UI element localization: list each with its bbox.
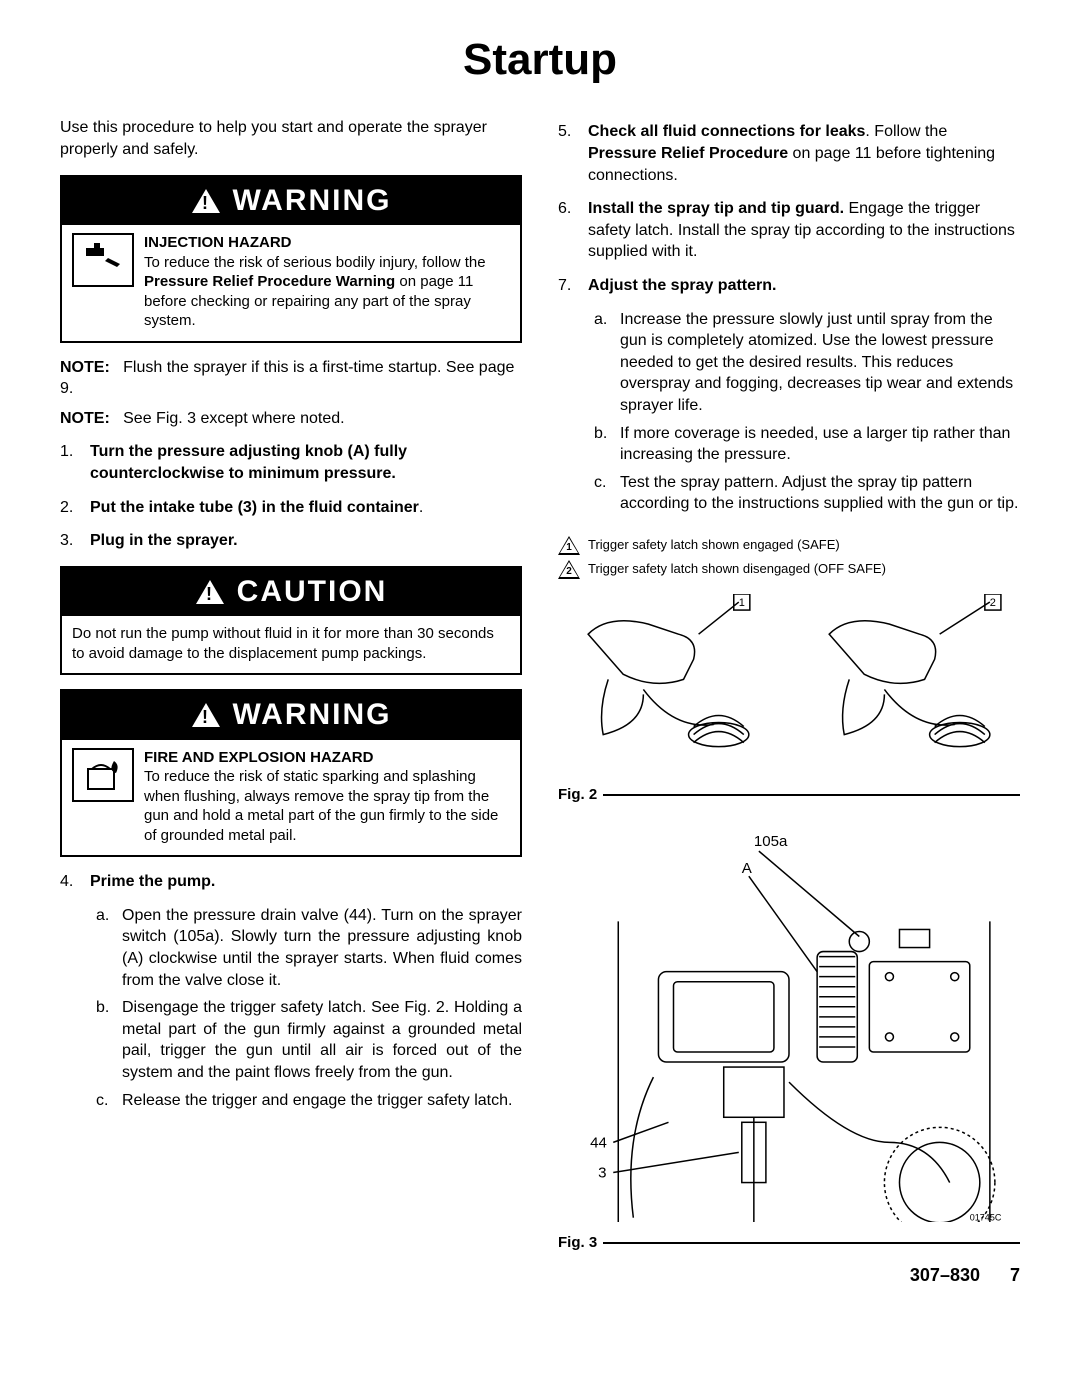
warning-label-2: WARNING: [233, 695, 392, 736]
warning-header-2: ! WARNING: [62, 691, 520, 740]
svg-text:!: !: [206, 584, 214, 604]
note-flush: NOTE: Flush the sprayer if this is a fir…: [60, 357, 522, 400]
caution-label: CAUTION: [237, 572, 388, 613]
figure-2-svg: 1 2: [558, 594, 1020, 775]
step-7a: a.Increase the pressure slowly just unti…: [594, 309, 1020, 417]
figure-3: 105a A 44 3 01745C Fig. 3: [558, 820, 1020, 1254]
step-7: 7. Adjust the spray pattern.: [558, 275, 1020, 297]
caution-box: ! CAUTION Do not run the pump without fl…: [60, 566, 522, 676]
step-4a: a.Open the pressure drain valve (44). Tu…: [96, 905, 522, 991]
step-3: 3. Plug in the sprayer.: [60, 530, 522, 552]
page-title: Startup: [60, 30, 1020, 89]
doc-number: 307–830: [910, 1263, 980, 1287]
fig3-code: 01745C: [970, 1212, 1002, 1222]
warning-injection-box: ! WARNING INJECTION HAZARD To reduce the…: [60, 175, 522, 343]
right-column: 5. Check all fluid connections for leaks…: [558, 109, 1020, 1287]
page-footer: 307–830 7: [558, 1263, 1020, 1287]
triangle-2-icon: 2: [558, 559, 580, 579]
figure-3-svg: 105a A 44 3 01745C: [558, 821, 1020, 1223]
step-6: 6. Install the spray tip and tip guard. …: [558, 198, 1020, 263]
injection-hazard-text: INJECTION HAZARD To reduce the risk of s…: [144, 233, 510, 331]
alert-triangle-icon: !: [195, 579, 225, 605]
step-4: 4. Prime the pump.: [60, 871, 522, 893]
injection-hazard-icon: [72, 233, 134, 287]
step-5: 5. Check all fluid connections for leaks…: [558, 121, 1020, 186]
two-column-layout: Use this procedure to help you start and…: [60, 109, 1020, 1287]
callout-105a: 105a: [754, 833, 788, 850]
step-4b: b.Disengage the trigger safety latch. Se…: [96, 997, 522, 1083]
page-number: 7: [1010, 1263, 1020, 1287]
intro-text: Use this procedure to help you start and…: [60, 117, 522, 160]
callout-2: 2: [990, 597, 996, 609]
step-2: 2. Put the intake tube (3) in the fluid …: [60, 497, 522, 519]
figure-2: 1 2 Fig. 2: [558, 593, 1020, 806]
alert-triangle-icon: !: [191, 188, 221, 214]
caution-text: Do not run the pump without fluid in it …: [62, 616, 520, 673]
step-1: 1. Turn the pressure adjusting knob (A) …: [60, 441, 522, 484]
legend-note-1: 1 Trigger safety latch shown engaged (SA…: [558, 535, 1020, 555]
fire-hazard-icon: [72, 748, 134, 802]
left-column: Use this procedure to help you start and…: [60, 109, 522, 1287]
callout-3: 3: [598, 1164, 606, 1181]
step-4c: c.Release the trigger and engage the tri…: [96, 1090, 522, 1112]
alert-triangle-icon: !: [191, 702, 221, 728]
callout-1: 1: [739, 597, 745, 609]
svg-text:!: !: [202, 193, 210, 213]
step-7c: c.Test the spray pattern. Adjust the spr…: [594, 472, 1020, 515]
fig2-label: Fig. 2: [558, 785, 597, 805]
svg-text:!: !: [202, 707, 210, 727]
warning-label: WARNING: [233, 181, 392, 222]
callout-44: 44: [590, 1134, 607, 1151]
fig3-label: Fig. 3: [558, 1233, 597, 1253]
warning-header: ! WARNING: [62, 177, 520, 226]
legend-note-2: 2 Trigger safety latch shown disengaged …: [558, 559, 1020, 579]
warning-fire-box: ! WARNING FIRE AND EXPLOSION HAZARD To r…: [60, 689, 522, 857]
step-7b: b.If more coverage is needed, use a larg…: [594, 423, 1020, 466]
caution-header: ! CAUTION: [62, 568, 520, 617]
note-fig3: NOTE: See Fig. 3 except where noted.: [60, 408, 522, 430]
callout-A: A: [742, 860, 752, 877]
triangle-1-icon: 1: [558, 535, 580, 555]
fire-hazard-text: FIRE AND EXPLOSION HAZARD To reduce the …: [144, 748, 510, 846]
